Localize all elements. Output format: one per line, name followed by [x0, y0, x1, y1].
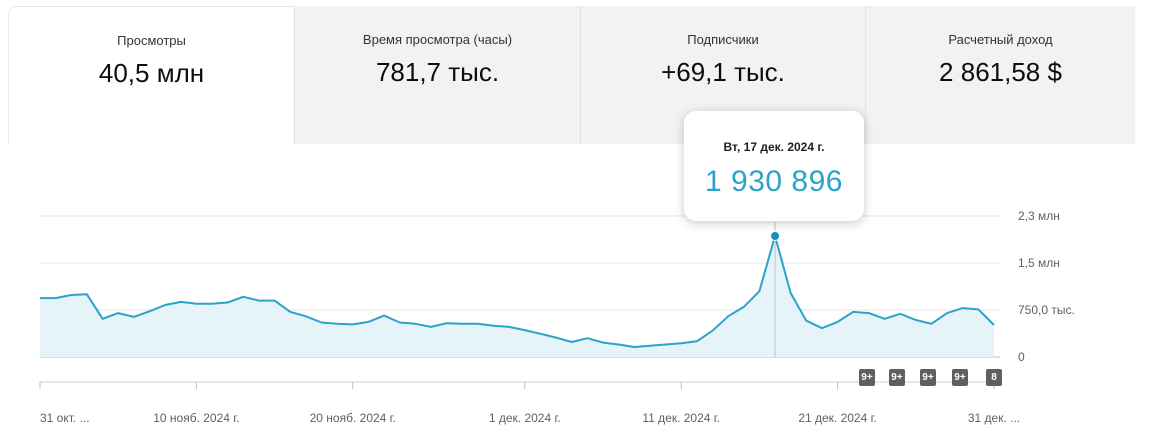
metric-value-revenue: 2 861,58 $ — [939, 57, 1062, 87]
y-tick-label-3: 2,3 млн — [1018, 209, 1060, 223]
x-tick-label-4: 11 дек. 2024 г. — [642, 411, 720, 425]
event-badge-1[interactable]: 9+ — [859, 369, 875, 386]
y-tick-label-2: 1,5 млн — [1018, 256, 1060, 270]
event-badge-3[interactable]: 9+ — [920, 369, 936, 386]
series-line — [40, 235, 995, 348]
tooltip-date: Вт, 17 дек. 2024 г. — [723, 140, 825, 154]
event-badge-2[interactable]: 9+ — [889, 369, 905, 386]
metric-value-views: 40,5 млн — [98, 58, 205, 88]
metric-label-revenue: Расчетный доход — [948, 32, 1053, 47]
x-tick-label-2: 20 нояб. 2024 г. — [310, 411, 396, 425]
tooltip-value: 1 930 896 — [705, 165, 843, 198]
y-tick-label-0: 0 — [1018, 350, 1025, 364]
metric-card-watch-time[interactable]: Время просмотра (часы) 781,7 тыс. — [294, 6, 580, 144]
metric-value-subscribers: +69,1 тыс. — [661, 57, 785, 87]
x-tick-label-1: 10 нояб. 2024 г. — [153, 411, 239, 425]
x-tick-label-3: 1 дек. 2024 г. — [489, 411, 561, 425]
x-tick-label-6: 31 дек. ... — [968, 411, 1020, 425]
metric-label-watch-time: Время просмотра (часы) — [362, 32, 513, 47]
y-tick-label-1: 750,0 тыс. — [1018, 303, 1075, 317]
event-badge-4[interactable]: 9+ — [952, 369, 968, 386]
metric-card-revenue[interactable]: Расчетный доход 2 861,58 $ — [865, 6, 1135, 144]
x-tick-label-5: 21 дек. 2024 г. — [798, 411, 877, 425]
chart-tooltip: Вт, 17 дек. 2024 г. 1 930 896 — [684, 111, 864, 221]
metric-label-views: Просмотры — [117, 33, 186, 48]
x-tick-label-0: 31 окт. ... — [40, 411, 90, 425]
metric-card-views[interactable]: Просмотры 40,5 млн — [8, 6, 294, 144]
event-badge-5[interactable]: 8 — [986, 369, 1002, 386]
hover-point — [770, 230, 781, 241]
series-area — [40, 236, 994, 357]
metric-value-watch-time: 781,7 тыс. — [375, 57, 500, 87]
metric-label-subscribers: Подписчики — [687, 32, 759, 47]
